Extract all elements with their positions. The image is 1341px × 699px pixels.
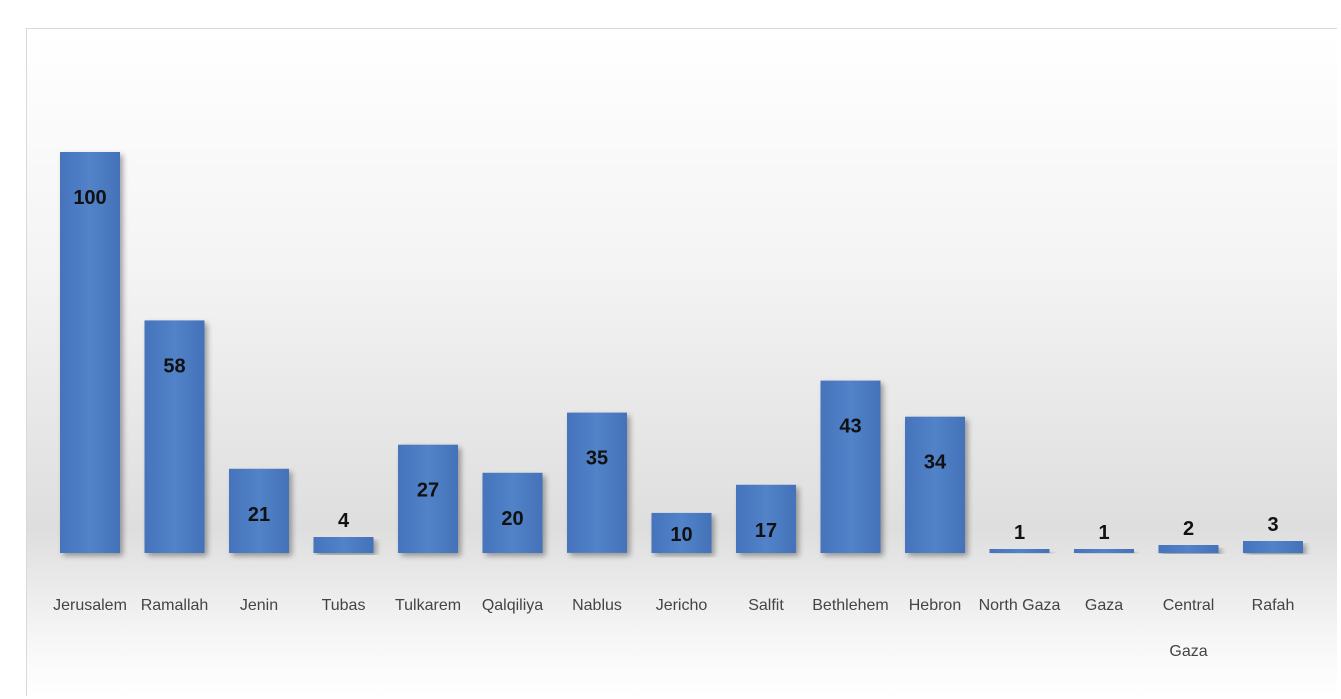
data-label: 58 [163,355,185,377]
bar-north-gaza [989,549,1050,553]
data-label: 17 [755,520,777,542]
bar-central-gaza [1158,545,1219,553]
x-tick-label: Jenin [240,597,278,614]
x-tick-label: Hebron [909,597,961,614]
chart-area: 100 58 21 4 27 20 35 10 17 43 34 1 1 2 3 Jerusalem Rama… [26,28,1337,696]
bar-nablus [567,412,627,553]
x-tick-label: Jerusalem [53,597,127,614]
data-label: 34 [924,452,947,474]
data-label: 3 [1267,514,1278,536]
x-tick-label: North Gaza [979,597,1061,614]
data-label: 100 [73,187,106,209]
bar-salfit [736,484,796,553]
data-label: 1 [1098,522,1109,544]
data-label: 1 [1014,522,1025,544]
x-tick-label: Central [1163,597,1215,614]
data-label: 43 [839,416,861,438]
x-tick-label: Bethlehem [812,597,889,614]
x-tick-label: Qalqiliya [482,597,543,614]
data-label: 20 [501,508,523,530]
x-tick-label: Gaza [1085,597,1123,614]
x-tick-label: Salfit [748,597,784,614]
bar-jericho [651,512,712,553]
bar-hebron [905,416,965,553]
data-label: 27 [417,480,439,502]
bar-qalqiliya [482,472,543,553]
bar-ramallah [144,320,205,553]
bar-gaza [1074,549,1134,553]
bar-rafah [1243,541,1303,553]
data-label: 10 [670,524,692,546]
x-tick-label: Tubas [322,597,366,614]
data-label: 35 [586,448,608,470]
bar-tubas [313,537,374,553]
x-tick-label: Ramallah [141,597,209,614]
bar-bethlehem [820,380,881,553]
bar-tulkarem [398,444,458,553]
data-label: 4 [338,510,350,532]
x-tick-label: Jericho [656,597,708,614]
data-label: 21 [248,504,270,526]
x-tick-label: Nablus [572,597,622,614]
x-tick-label: Rafah [1252,597,1295,614]
x-tick-label: Gaza [1169,643,1207,660]
x-tick-label: Tulkarem [395,597,461,614]
bar-jerusalem [60,152,120,553]
data-label: 2 [1183,518,1194,540]
bar-chart: 100 58 21 4 27 20 35 10 17 43 34 1 1 2 3 Jerusalem Rama… [53,152,1303,660]
bar-jenin [229,468,289,553]
